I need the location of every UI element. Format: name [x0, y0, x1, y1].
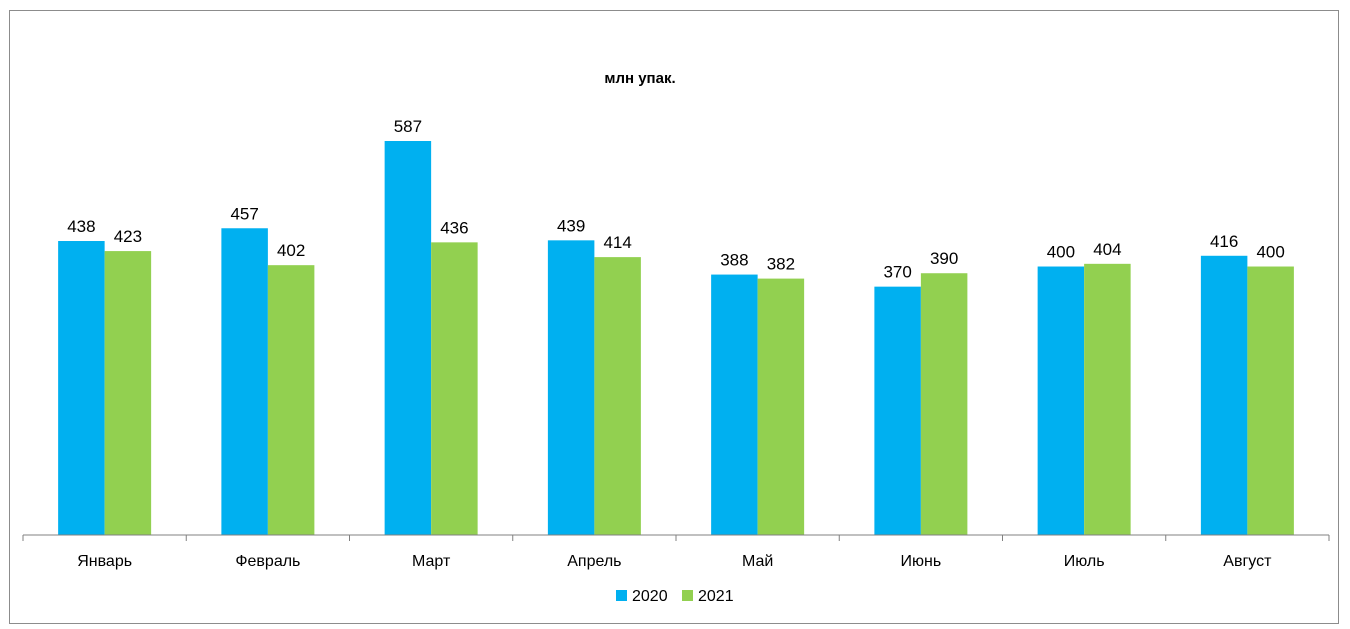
bar-2020-7 [1200, 255, 1248, 535]
data-label-2021-4: 382 [767, 255, 795, 274]
data-label-2020-0: 438 [67, 217, 95, 236]
bar-2020-1 [221, 228, 268, 535]
bar-2021-7 [1247, 266, 1294, 535]
x-tick-label-1: Февраль [235, 553, 300, 570]
x-axis-labels: Январь Февраль Март Апрель Май Июнь Июль Август [77, 553, 1272, 570]
data-label-2020-1: 457 [230, 204, 258, 223]
bar-2021-1 [267, 265, 315, 535]
data-label-2020-5: 370 [883, 263, 911, 282]
data-label-2021-0: 423 [114, 227, 142, 246]
bar-2021-3 [594, 257, 641, 535]
bar-2021-4 [757, 278, 805, 535]
bar-2020-3 [547, 240, 595, 535]
data-label-2020-2: 587 [394, 117, 422, 136]
data-label-2020-3: 439 [557, 216, 585, 235]
bars-layer [58, 141, 1294, 535]
chart-title: млн упак. [604, 70, 675, 87]
legend-label-2021: 2021 [698, 588, 734, 605]
x-tick-label-7: Август [1223, 553, 1272, 570]
data-label-2021-6: 404 [1093, 240, 1121, 259]
bar-2020-4 [711, 274, 758, 535]
data-label-2021-5: 390 [930, 249, 958, 268]
bar-2020-0 [58, 241, 105, 535]
legend-label-2020: 2020 [632, 588, 668, 605]
bar-2020-5 [874, 286, 921, 535]
bar-2021-6 [1084, 263, 1131, 535]
data-label-2021-1: 402 [277, 241, 305, 260]
legend-swatch-2020 [616, 590, 627, 601]
bar-2021-2 [431, 242, 478, 535]
x-axis-ticks [22, 535, 1330, 541]
legend-swatch-2021 [682, 590, 693, 601]
data-label-2020-7: 416 [1210, 232, 1238, 251]
x-tick-label-5: Июнь [901, 553, 942, 570]
bar-2021-5 [920, 273, 968, 535]
x-tick-label-6: Июль [1064, 553, 1105, 570]
x-tick-label-3: Апрель [567, 553, 621, 570]
data-label-2020-6: 400 [1047, 243, 1075, 262]
x-tick-label-2: Март [412, 553, 451, 570]
x-tick-label-0: Январь [77, 553, 132, 570]
bar-2021-0 [104, 251, 152, 535]
bar-2020-2 [384, 141, 432, 535]
bar-2020-6 [1037, 266, 1085, 535]
data-label-2021-3: 414 [603, 233, 631, 252]
data-labels-layer: 438 423 457 402 587 436 439 414 388 382 370 390 400 4… [67, 117, 1285, 282]
data-label-2020-4: 388 [720, 251, 748, 270]
data-label-2021-7: 400 [1256, 243, 1284, 262]
legend: 2020 2021 [616, 588, 734, 605]
data-label-2021-2: 436 [440, 218, 468, 237]
x-tick-label-4: Май [742, 553, 773, 570]
